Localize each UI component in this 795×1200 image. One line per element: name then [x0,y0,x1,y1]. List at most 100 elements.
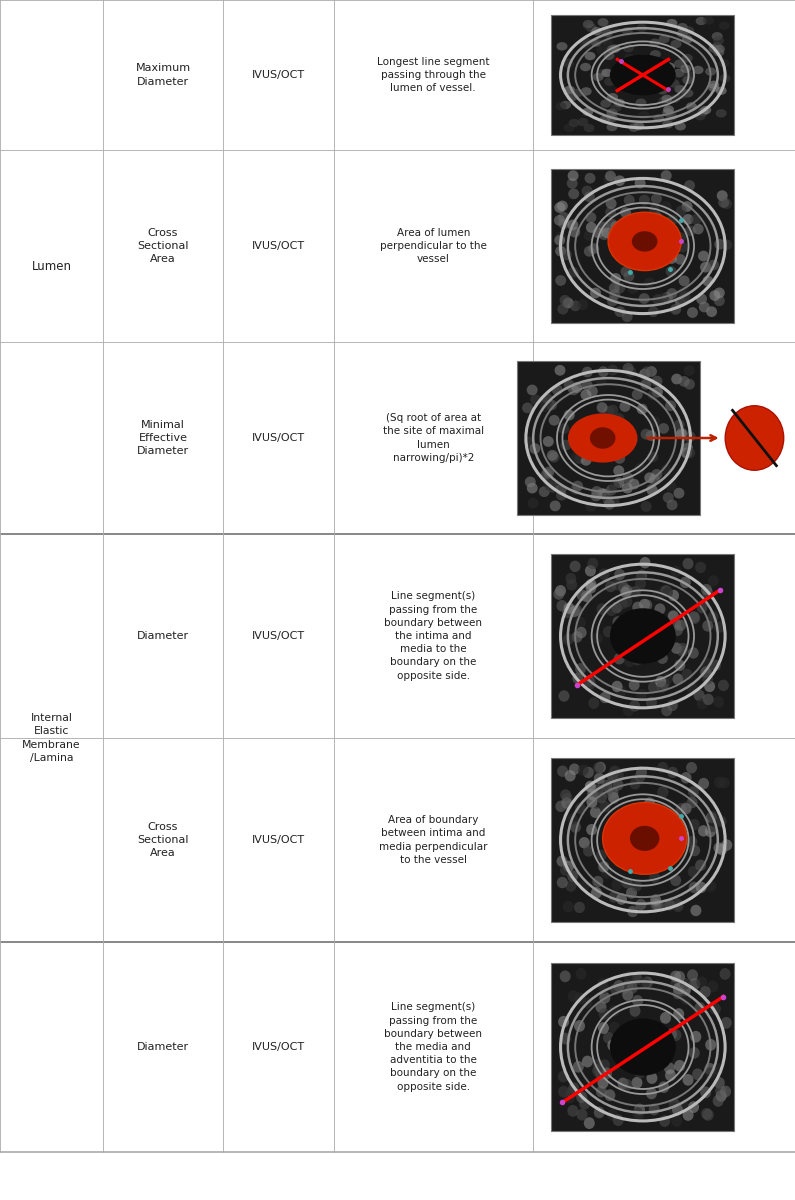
Ellipse shape [568,414,638,462]
Ellipse shape [659,618,669,630]
Ellipse shape [690,1031,701,1043]
Ellipse shape [588,558,599,569]
Ellipse shape [665,481,677,492]
Ellipse shape [629,700,640,712]
Ellipse shape [688,611,700,623]
Ellipse shape [659,808,669,820]
Ellipse shape [585,500,596,511]
Ellipse shape [681,668,692,680]
Ellipse shape [634,1067,646,1079]
Ellipse shape [603,626,614,637]
Ellipse shape [607,1039,619,1051]
Ellipse shape [611,578,622,590]
Ellipse shape [646,431,657,440]
Ellipse shape [657,762,669,773]
Ellipse shape [638,74,650,83]
Text: Longest line segment
passing through the
lumen of vessel.: Longest line segment passing through the… [377,56,490,94]
Ellipse shape [541,392,553,403]
Ellipse shape [673,1008,684,1020]
Ellipse shape [607,295,618,306]
Ellipse shape [640,1037,651,1049]
Ellipse shape [563,298,574,308]
Ellipse shape [631,1076,642,1088]
Ellipse shape [635,644,646,656]
Text: IVUS/OCT: IVUS/OCT [252,241,304,251]
Ellipse shape [666,1028,677,1040]
Ellipse shape [696,17,707,25]
Ellipse shape [592,876,603,887]
Ellipse shape [563,634,574,644]
Ellipse shape [649,416,660,427]
Ellipse shape [680,292,690,302]
Ellipse shape [649,871,660,883]
Ellipse shape [615,814,625,826]
Ellipse shape [599,569,610,580]
Text: Line segment(s)
passing from the
boundary between
the media and
adventitia to th: Line segment(s) passing from the boundar… [384,1002,483,1092]
Ellipse shape [581,418,591,428]
Ellipse shape [717,191,727,202]
Text: IVUS/OCT: IVUS/OCT [252,835,304,845]
Ellipse shape [615,629,625,641]
Ellipse shape [698,251,709,262]
Ellipse shape [568,990,579,1002]
Ellipse shape [676,803,687,815]
Ellipse shape [716,109,727,118]
Ellipse shape [592,1064,603,1076]
Ellipse shape [636,570,647,581]
Ellipse shape [614,98,625,107]
Ellipse shape [663,492,673,503]
Ellipse shape [592,1058,603,1070]
Ellipse shape [653,61,664,70]
Ellipse shape [556,200,568,211]
Ellipse shape [677,646,688,656]
Ellipse shape [567,92,578,101]
Ellipse shape [675,233,686,244]
Ellipse shape [696,294,707,305]
Ellipse shape [607,787,619,798]
Ellipse shape [634,574,646,584]
Ellipse shape [583,767,594,778]
Ellipse shape [661,95,673,103]
Ellipse shape [564,770,576,781]
Ellipse shape [668,1103,679,1114]
Ellipse shape [582,108,593,116]
Ellipse shape [675,619,686,631]
Ellipse shape [676,428,687,439]
Ellipse shape [595,1068,606,1080]
Ellipse shape [643,900,654,912]
Ellipse shape [675,834,686,845]
Ellipse shape [649,1104,660,1115]
Ellipse shape [546,400,557,410]
Ellipse shape [684,180,695,191]
Ellipse shape [716,86,727,95]
Ellipse shape [607,94,618,102]
Ellipse shape [563,60,574,68]
Ellipse shape [606,485,617,496]
Ellipse shape [670,304,681,314]
Ellipse shape [673,68,684,77]
Ellipse shape [697,108,708,116]
Ellipse shape [673,899,683,910]
Ellipse shape [622,619,633,630]
Ellipse shape [555,232,566,242]
Ellipse shape [596,792,607,803]
Ellipse shape [574,1020,585,1032]
Ellipse shape [568,606,580,617]
Ellipse shape [634,644,646,655]
Ellipse shape [623,971,634,983]
Ellipse shape [642,256,653,266]
Ellipse shape [646,484,657,494]
Ellipse shape [659,35,669,43]
Ellipse shape [702,276,713,287]
Ellipse shape [622,1079,633,1091]
Ellipse shape [560,864,571,876]
Ellipse shape [585,212,596,223]
Ellipse shape [680,984,691,996]
Ellipse shape [622,482,633,493]
Ellipse shape [631,973,642,985]
Ellipse shape [560,1033,571,1044]
Ellipse shape [582,186,592,197]
Ellipse shape [559,690,569,702]
Ellipse shape [597,402,607,413]
Ellipse shape [667,700,678,712]
